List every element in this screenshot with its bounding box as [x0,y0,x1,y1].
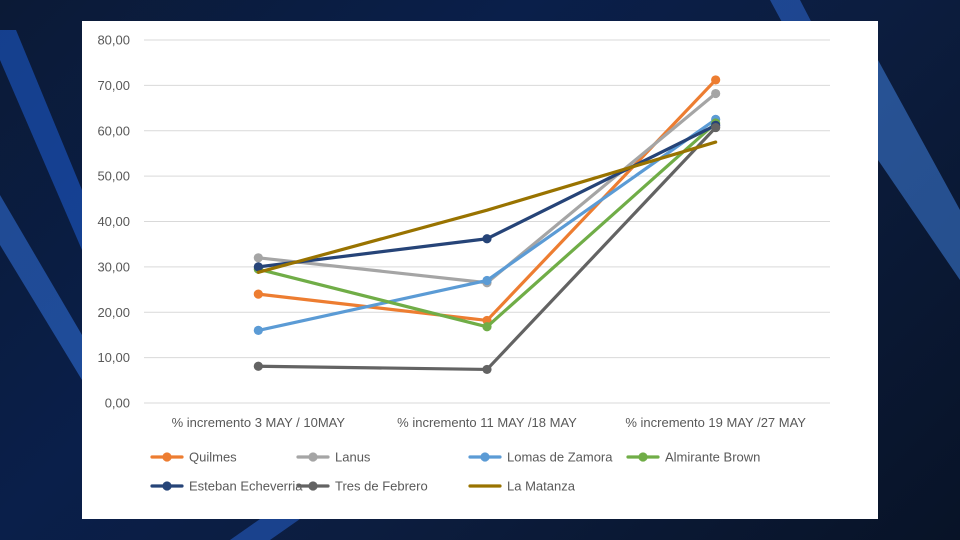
y-tick-label: 0,00 [105,396,130,411]
data-point [253,253,263,263]
legend-label: Esteban Echeverria [189,479,303,494]
line-chart: 0,00 10,00 20,00 30,00 40,00 50,00 60,00 70,00 8… [97,33,830,494]
x-tick-label: % incremento 19 MAY /27 MAY [625,415,806,430]
y-tick-label: 60,00 [97,123,130,138]
legend-label: Tres de Febrero [335,479,428,494]
y-tick-label: 70,00 [97,78,130,93]
data-point [482,275,492,286]
y-tick-label: 20,00 [97,305,130,320]
legend-label: Almirante Brown [665,450,760,465]
legend-marker [638,452,648,462]
data-point [482,322,492,332]
chart-card: 0,00 10,00 20,00 30,00 40,00 50,00 60,00 70,00 8… [82,21,878,519]
legend-label: La Matanza [507,479,576,494]
data-point [253,361,263,371]
data-point [253,289,263,299]
legend-marker [162,452,172,462]
data-point [253,262,263,272]
data-point [253,325,263,335]
y-tick-label: 10,00 [97,350,130,365]
data-point [482,364,492,375]
legend-marker [162,481,172,491]
legend-label: Lanus [335,450,371,465]
series-line [256,123,718,269]
data-point [711,88,721,99]
data-point [482,234,492,244]
legend-label: Quilmes [189,450,237,465]
y-tick-label: 50,00 [97,169,130,184]
x-tick-label: % incremento 11 MAY /18 MAY [397,415,577,430]
y-tick-label: 80,00 [97,33,130,48]
y-tick-label: 40,00 [97,214,130,229]
legend-marker [308,481,318,491]
series-line [256,140,718,274]
legend-marker [308,452,318,462]
data-point [711,122,721,133]
data-point [711,75,721,85]
y-tick-label: 30,00 [97,259,130,274]
x-tick-label: % incremento 3 MAY / 10MAY [172,415,346,430]
legend-marker [480,452,490,462]
legend-label: Lomas de Zamora [507,450,613,465]
